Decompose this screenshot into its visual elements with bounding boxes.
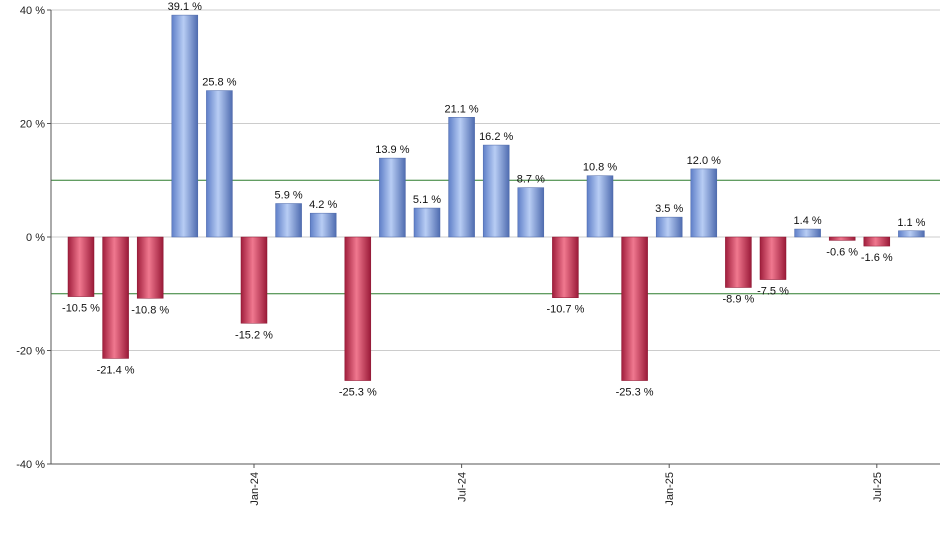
data-label: -21.4 % [97,364,135,376]
data-label: -0.6 % [826,246,858,258]
data-label: 25.8 % [202,77,236,89]
bar [275,203,302,238]
data-labels: -10.5 % -21.4 % -10.8 % 39.1 % 25.8 % -15.2 %… [62,1,926,398]
bar [898,230,925,238]
y-tick-label: 20 % [20,119,45,131]
x-tick-label: Jan-25 [664,472,676,506]
bar [448,117,475,238]
data-label: 21.1 % [444,103,478,115]
data-label: 5.1 % [413,194,441,206]
data-label: -1.6 % [861,252,893,264]
data-label: -25.3 % [339,387,377,399]
bar [102,236,129,359]
bar [67,236,95,297]
bar [413,207,441,238]
bars [67,14,925,381]
bar [759,236,787,280]
data-label: -7.5 % [757,286,789,298]
bar [690,168,718,238]
data-label: 13.9 % [375,144,409,156]
data-label: 10.8 % [583,162,617,174]
bar [586,175,614,238]
data-label: 16.2 % [479,131,513,143]
bar [344,236,372,381]
x-tick-label: Jan-24 [249,472,261,506]
x-tick-label: Jul-25 [872,472,884,502]
data-label: 1.1 % [897,217,925,229]
y-tick-label: -40 % [16,459,45,471]
y-tick-label: 0 % [26,232,45,244]
bar [655,216,683,238]
data-label: 5.9 % [275,190,303,202]
bar [517,187,545,238]
bar [206,90,233,238]
data-label: -10.5 % [62,303,100,315]
bar [552,236,579,298]
data-label: 3.5 % [655,203,683,215]
bar [794,228,821,238]
data-label: -25.3 % [616,387,654,399]
bar [482,144,510,238]
bar [621,236,648,381]
y-tick-labels: 40 % 20 % 0 % -20 % -40 % [16,5,45,471]
data-label: -8.9 % [723,294,755,306]
data-label: -15.2 % [235,329,273,341]
data-label: -10.8 % [131,304,169,316]
y-tick-label: -20 % [16,346,45,358]
bar [379,157,406,238]
axes [47,9,940,468]
bar [171,14,199,238]
bar [828,236,856,241]
bar [240,236,268,324]
bar [725,236,752,288]
data-label: 39.1 % [168,1,202,13]
x-tick-label: Jul-24 [457,472,469,502]
bar [863,236,891,247]
x-tick-labels: Jan-24 Jul-24 Jan-25 Jul-25 [249,472,884,506]
bar [136,236,164,299]
data-label: 1.4 % [794,215,822,227]
data-label: 4.2 % [309,199,337,211]
data-label: 12.0 % [687,155,721,167]
data-label: -10.7 % [546,304,584,316]
bar [309,212,337,238]
y-tick-label: 40 % [20,5,45,17]
data-label: 8.7 % [517,174,545,186]
